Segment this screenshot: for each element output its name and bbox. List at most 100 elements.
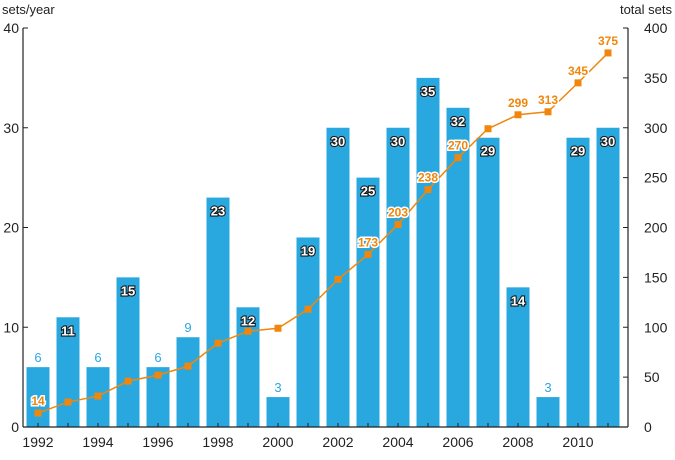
bar-value-label-2008: 14 bbox=[511, 293, 526, 308]
bar-value-label-1993: 11 bbox=[61, 323, 75, 338]
bar-2009 bbox=[536, 397, 560, 427]
bar-value-label-1994: 6 bbox=[94, 350, 101, 365]
line-point-2010 bbox=[574, 79, 582, 87]
right-tick-label-250: 250 bbox=[644, 170, 668, 186]
bar-value-label-2004: 30 bbox=[391, 134, 405, 149]
bar-value-label-1996: 6 bbox=[154, 350, 161, 365]
line-value-label-2004: 203 bbox=[388, 206, 408, 220]
bar-1993 bbox=[56, 317, 80, 427]
bars-group bbox=[26, 77, 620, 428]
left-tick-label-30: 30 bbox=[3, 120, 19, 136]
bar-1995 bbox=[116, 277, 140, 427]
line-point-2006 bbox=[454, 154, 462, 162]
line-point-2007 bbox=[484, 125, 492, 133]
line-value-label-1992: 14 bbox=[31, 394, 45, 408]
x-tick-label-1994: 1994 bbox=[82, 434, 113, 450]
bar-2000 bbox=[266, 397, 290, 427]
right-tick-label-200: 200 bbox=[644, 220, 668, 236]
x-tick-label-2006: 2006 bbox=[442, 434, 473, 450]
bar-1999 bbox=[236, 307, 260, 427]
line-point-2001 bbox=[304, 305, 312, 313]
line-value-label-2005: 238 bbox=[418, 171, 438, 185]
line-value-label-2003: 173 bbox=[358, 235, 378, 249]
x-tick-label-2002: 2002 bbox=[322, 434, 353, 450]
bar-value-label-1998: 23 bbox=[211, 204, 225, 219]
cumulative-line-group bbox=[34, 49, 612, 417]
line-point-1992 bbox=[34, 409, 42, 417]
x-tick-label-2004: 2004 bbox=[382, 434, 413, 450]
line-point-2005 bbox=[424, 186, 432, 194]
bar-value-label-1995: 15 bbox=[121, 283, 135, 298]
x-tick-label-1992: 1992 bbox=[22, 434, 53, 450]
line-point-2004 bbox=[394, 221, 402, 229]
line-point-2011 bbox=[604, 49, 612, 57]
bar-1996 bbox=[146, 367, 170, 427]
right-tick-label-100: 100 bbox=[644, 319, 668, 335]
bar-value-label-2005: 35 bbox=[421, 84, 435, 99]
line-point-1993 bbox=[64, 398, 72, 406]
x-tick-label-1998: 1998 bbox=[202, 434, 233, 450]
bar-2001 bbox=[296, 237, 320, 427]
bar-value-label-2001: 19 bbox=[301, 243, 315, 258]
x-tick-label-1996: 1996 bbox=[142, 434, 173, 450]
right-tick-label-350: 350 bbox=[644, 70, 668, 86]
x-tick-label-2008: 2008 bbox=[502, 434, 533, 450]
left-tick-label-20: 20 bbox=[3, 220, 19, 236]
bar-2007 bbox=[476, 137, 500, 427]
line-point-1998 bbox=[214, 339, 222, 347]
bar-2004 bbox=[386, 127, 410, 427]
line-value-label-2009: 313 bbox=[538, 93, 558, 107]
line-point-1997 bbox=[184, 362, 192, 370]
bar-value-label-2006: 32 bbox=[451, 114, 465, 129]
bar-value-label-2002: 30 bbox=[331, 134, 345, 149]
bar-2011 bbox=[596, 127, 620, 427]
data-labels-group: 6 11 6 15 6 9 23 12 3 19 30 25 30 35 32 29 14 3 29 30 14 173 2… bbox=[30, 32, 620, 409]
bar-value-label-1997: 9 bbox=[184, 320, 191, 335]
x-tick-label-2010: 2010 bbox=[562, 434, 593, 450]
bar-2006 bbox=[446, 107, 470, 428]
right-tick-label-150: 150 bbox=[644, 269, 668, 285]
line-point-2000 bbox=[274, 324, 282, 332]
cumulative-line bbox=[37, 52, 609, 414]
axes-group bbox=[22, 28, 629, 428]
bar-1992 bbox=[26, 367, 50, 427]
bar-value-label-2007: 29 bbox=[481, 144, 495, 159]
bar-2005 bbox=[416, 77, 440, 427]
bar-value-label-2000: 3 bbox=[274, 380, 281, 395]
bar-2003 bbox=[356, 177, 380, 427]
bar-2010 bbox=[566, 137, 590, 427]
line-value-label-2006: 270 bbox=[448, 139, 468, 153]
line-value-label-2008: 299 bbox=[508, 96, 528, 110]
right-tick-label-0: 0 bbox=[644, 419, 652, 435]
line-point-2003 bbox=[364, 250, 372, 258]
left-tick-label-10: 10 bbox=[3, 319, 19, 335]
bar-1998 bbox=[206, 197, 230, 427]
line-point-2002 bbox=[334, 275, 342, 283]
bar-2008 bbox=[506, 287, 530, 427]
bar-value-label-2010: 29 bbox=[571, 144, 585, 159]
y-axis-right-label: total sets bbox=[620, 2, 673, 17]
line-point-2008 bbox=[514, 111, 522, 119]
bar-1997 bbox=[176, 337, 200, 427]
x-tick-label-2000: 2000 bbox=[262, 434, 293, 450]
left-tick-label-40: 40 bbox=[3, 20, 19, 36]
right-tick-label-300: 300 bbox=[644, 120, 668, 136]
line-point-1996 bbox=[154, 371, 162, 379]
line-point-1995 bbox=[124, 377, 132, 385]
line-value-label-2011: 375 bbox=[598, 34, 618, 48]
left-tick-label-0: 0 bbox=[11, 419, 19, 435]
bar-value-label-1992: 6 bbox=[34, 350, 41, 365]
right-tick-label-50: 50 bbox=[644, 369, 660, 385]
right-tick-label-400: 400 bbox=[644, 20, 668, 36]
y-axis-left-label: sets/year bbox=[2, 2, 55, 17]
bar-value-label-2003: 25 bbox=[361, 184, 375, 199]
line-value-label-2010: 345 bbox=[568, 64, 588, 78]
bar-value-label-1999: 12 bbox=[241, 313, 255, 328]
line-point-1999 bbox=[244, 327, 252, 335]
bar-value-label-2009: 3 bbox=[544, 380, 551, 395]
line-point-2009 bbox=[544, 108, 552, 116]
line-point-1994 bbox=[94, 392, 102, 400]
bar-value-label-2011: 30 bbox=[601, 134, 615, 149]
